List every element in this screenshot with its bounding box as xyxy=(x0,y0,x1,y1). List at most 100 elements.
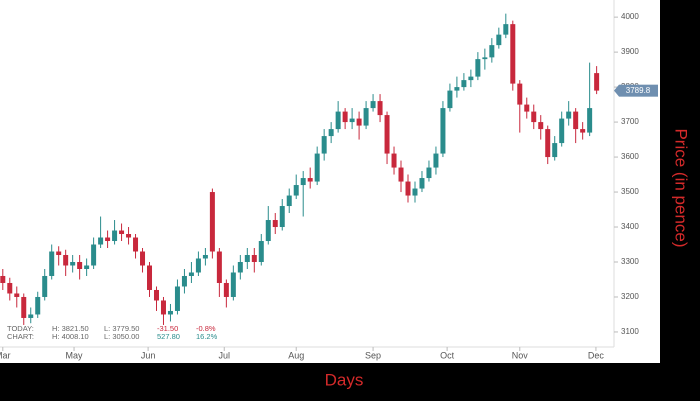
y-tick-label: 3400 xyxy=(621,222,639,231)
candle-body xyxy=(573,111,579,130)
x-tick-label: Jun xyxy=(141,350,156,360)
candle-body xyxy=(244,255,250,262)
candle-body xyxy=(0,275,6,283)
candle-body xyxy=(63,255,69,266)
stat-text: -0.8% xyxy=(196,324,216,333)
y-tick-label: 3100 xyxy=(621,327,639,336)
candle-body xyxy=(377,101,383,116)
last-price-tag xyxy=(619,84,658,97)
candle-body xyxy=(391,153,397,168)
candle-body xyxy=(279,206,285,228)
candle-body xyxy=(251,255,257,262)
candle-body xyxy=(7,282,13,294)
candle-body xyxy=(272,220,278,228)
candle-body xyxy=(545,129,551,158)
candle-body xyxy=(468,76,474,81)
candle-body xyxy=(335,111,341,130)
candle-body xyxy=(489,45,495,58)
stat-text: -31.50 xyxy=(157,324,178,333)
candle-body xyxy=(559,118,565,144)
y-tick-label: 3300 xyxy=(621,257,639,266)
candle-body xyxy=(70,261,76,266)
candle-body xyxy=(594,73,600,91)
stat-text: TODAY: xyxy=(7,324,34,333)
candle-body xyxy=(42,275,48,297)
candle-body xyxy=(223,282,229,297)
candle-body xyxy=(98,237,104,245)
candle-body xyxy=(188,272,194,276)
y-tick-label: 3900 xyxy=(621,47,639,56)
candle-body xyxy=(119,230,125,235)
candle-body xyxy=(49,251,55,276)
stat-text: CHART: xyxy=(7,332,34,341)
candle-body xyxy=(349,118,355,123)
stat-text: L: 3050.00 xyxy=(104,332,139,341)
candle-body xyxy=(370,101,376,109)
candle-body xyxy=(524,104,530,112)
candle-body xyxy=(147,265,153,290)
x-tick-label: Dec xyxy=(588,350,605,360)
candle-body xyxy=(440,108,446,154)
candle-body xyxy=(580,129,586,133)
candle-body xyxy=(126,234,132,238)
candle-body xyxy=(384,115,390,154)
candle-body xyxy=(363,108,369,126)
candle-body xyxy=(195,258,201,273)
candle-body xyxy=(258,241,264,262)
candle-body xyxy=(419,178,425,189)
candle-body xyxy=(307,178,313,182)
candle-body xyxy=(293,185,299,196)
x-tick-label: Mar xyxy=(0,350,11,360)
candle-body xyxy=(475,59,481,77)
candle-body xyxy=(552,143,558,158)
y-axis-label: Price (in pence) xyxy=(672,128,691,247)
candle-body xyxy=(167,310,173,315)
x-tick-label: May xyxy=(66,350,84,360)
candle-body xyxy=(398,167,404,182)
candle-body xyxy=(426,167,432,179)
candle-body xyxy=(342,111,348,123)
candle-body xyxy=(321,136,327,154)
candle-body xyxy=(202,255,208,259)
candle-body xyxy=(447,90,453,109)
last-price-pointer xyxy=(614,84,619,97)
last-price-label: 3789.8 xyxy=(626,86,651,95)
stat-text: 527.80 xyxy=(157,332,180,341)
candle-body xyxy=(181,275,187,287)
candle-body xyxy=(133,237,139,252)
x-tick-label: Jul xyxy=(219,350,231,360)
candle-body xyxy=(454,87,460,91)
stat-text: H: 3821.50 xyxy=(52,324,89,333)
candle-body xyxy=(300,178,306,186)
y-tick-label: 3700 xyxy=(621,117,639,126)
candle-body xyxy=(21,296,27,318)
x-tick-label: Aug xyxy=(288,350,304,360)
candle-body xyxy=(517,83,523,105)
candle-body xyxy=(356,118,362,126)
candle-body xyxy=(35,296,41,315)
candle-body xyxy=(91,244,97,266)
x-axis-label: Days xyxy=(325,370,364,389)
candle-body xyxy=(412,188,418,196)
candle-body xyxy=(587,108,593,133)
candle-body xyxy=(216,251,222,283)
candle-body xyxy=(56,251,62,256)
candle-body xyxy=(230,272,236,297)
candle-body xyxy=(237,261,243,273)
candle-body xyxy=(112,230,118,242)
stat-text: 16.2% xyxy=(196,332,218,341)
candle-body xyxy=(503,24,509,35)
candle-body xyxy=(405,181,411,196)
y-tick-label: 4000 xyxy=(621,12,639,21)
candle-body xyxy=(140,251,146,266)
candle-body xyxy=(482,57,488,60)
candle-body xyxy=(160,300,166,315)
candle-body xyxy=(209,192,215,252)
candle-body xyxy=(153,289,159,301)
candle-body xyxy=(314,153,320,182)
candle-body xyxy=(174,286,180,311)
candle-body xyxy=(28,314,34,318)
candle-body xyxy=(538,122,544,130)
y-tick-label: 3600 xyxy=(621,152,639,161)
y-tick-label: 3200 xyxy=(621,292,639,301)
